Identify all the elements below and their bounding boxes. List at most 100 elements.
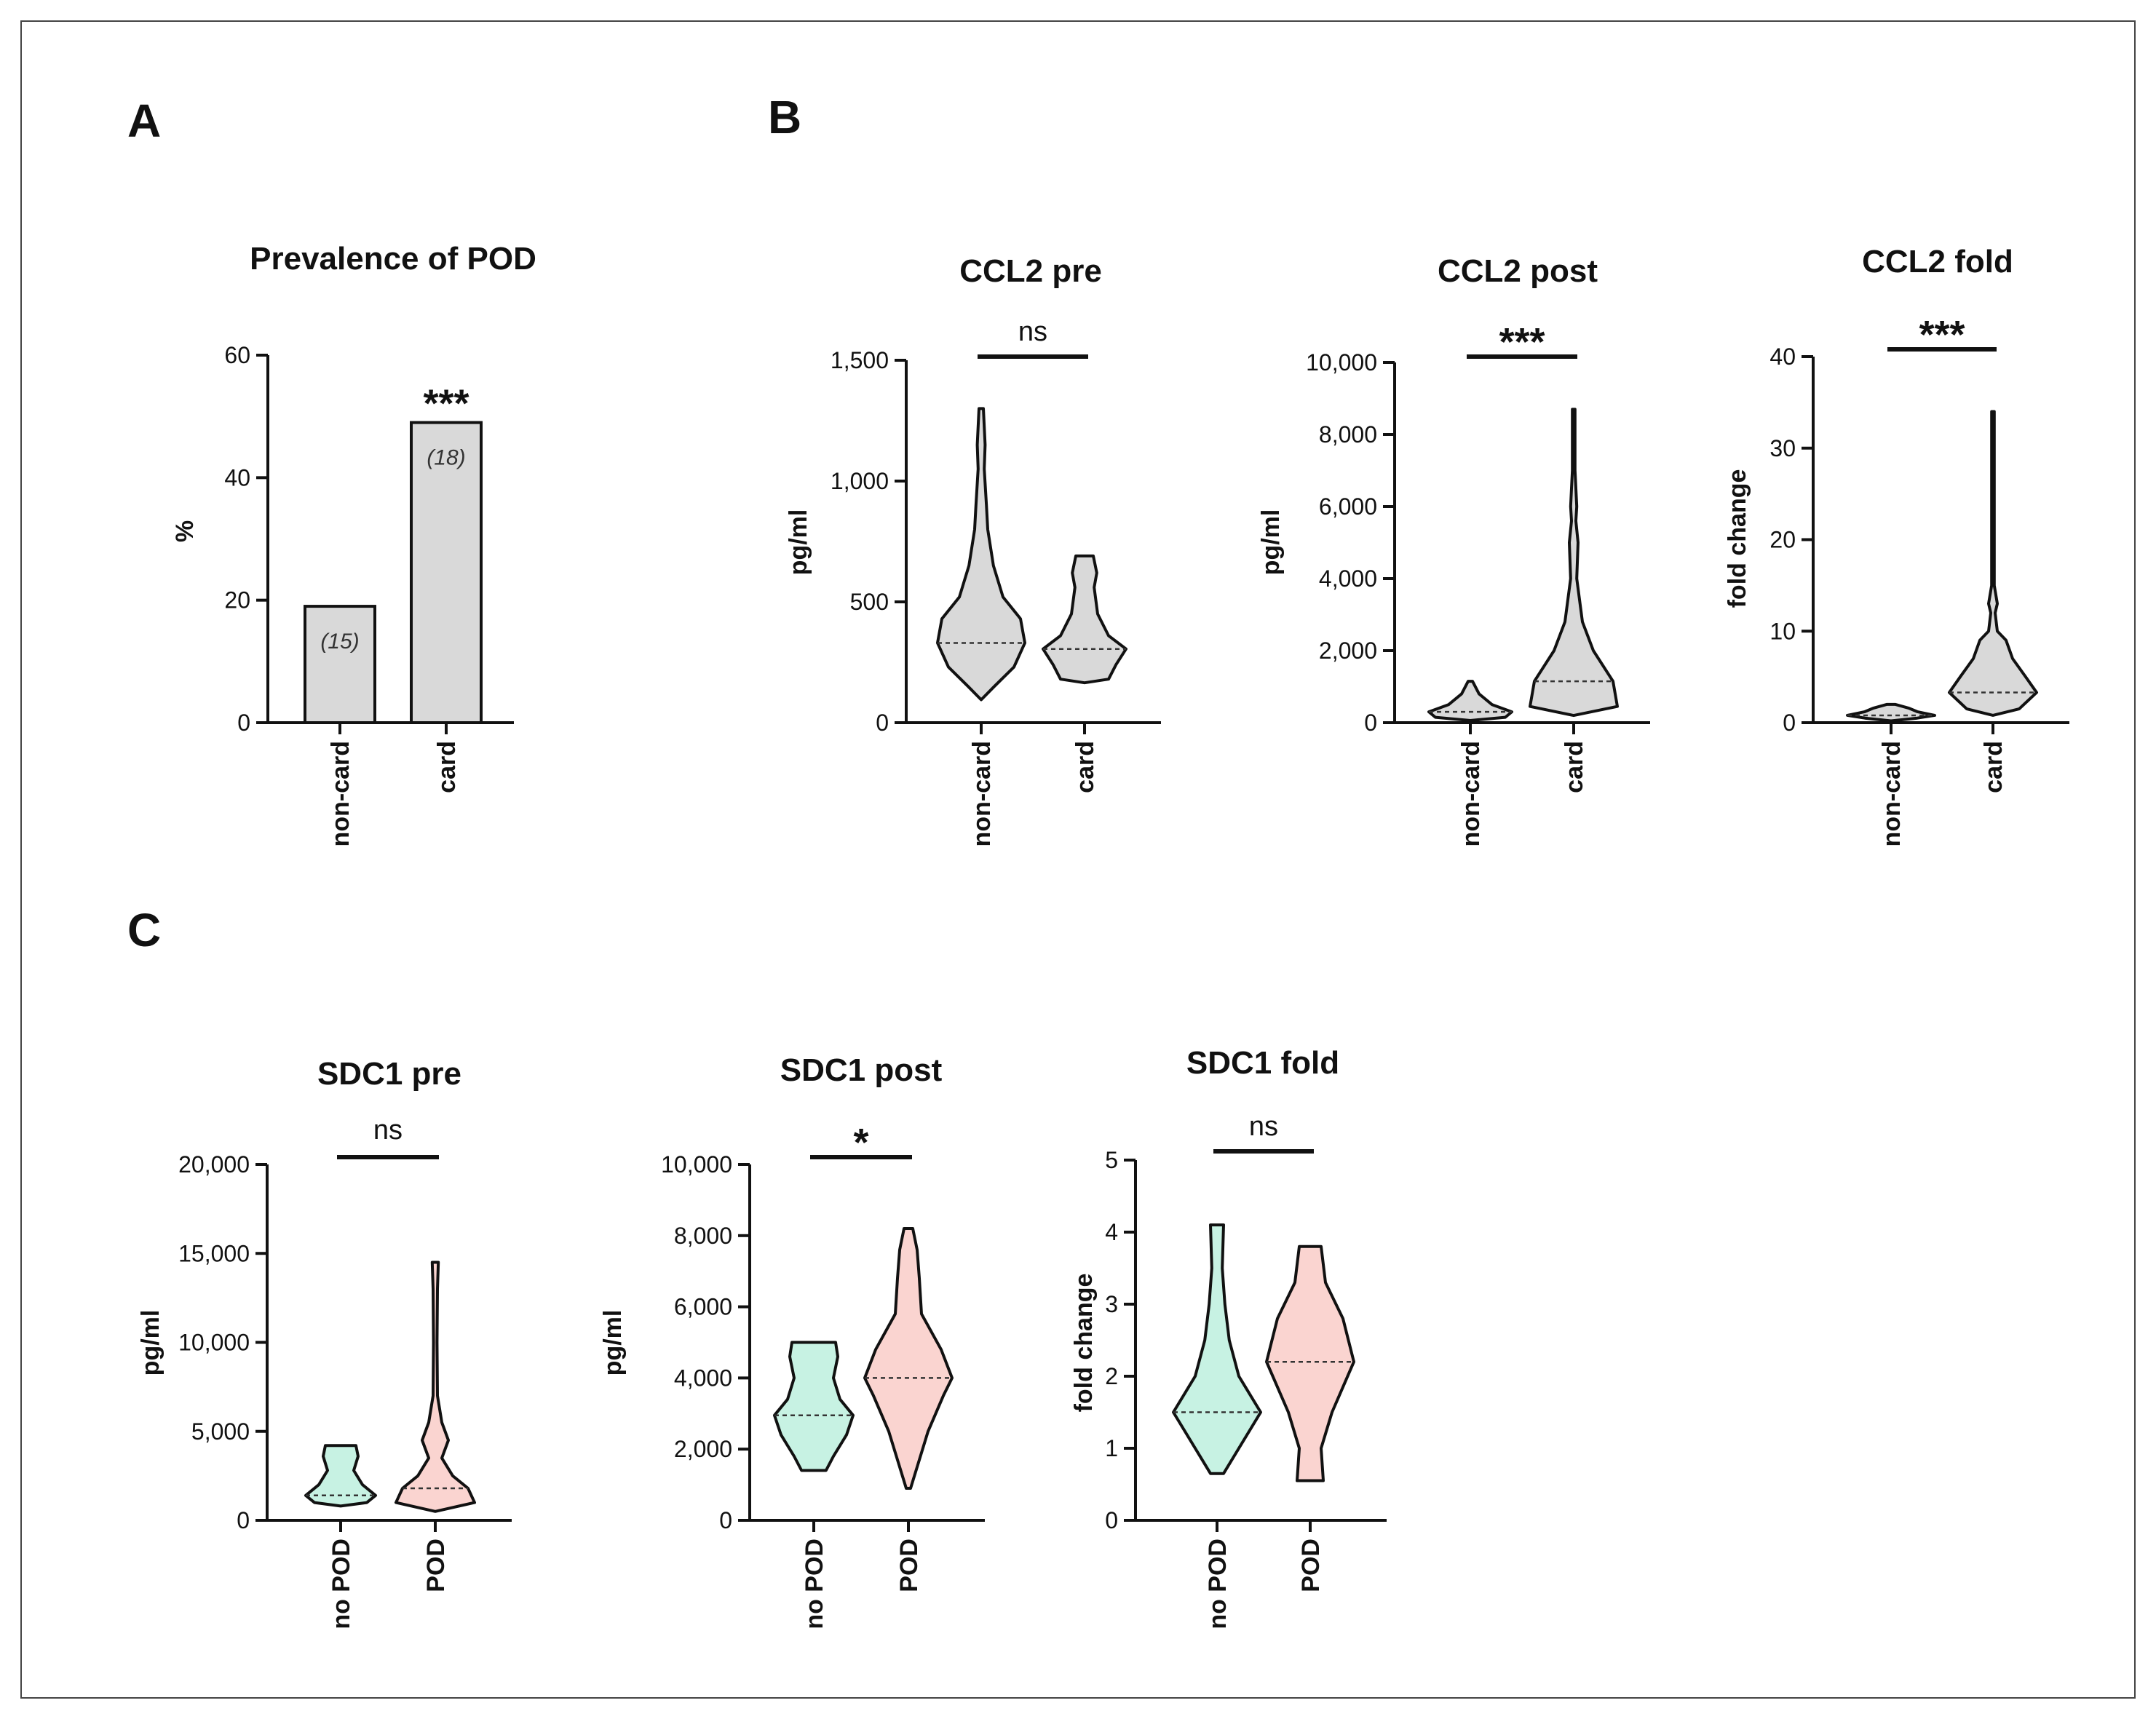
- bar-card: [410, 421, 483, 724]
- category-label: POD: [1297, 1539, 1325, 1592]
- y-axis-title: pg/ml: [599, 1310, 627, 1376]
- y-tick-label: 2,000: [674, 1436, 732, 1462]
- violin-no-pod: [1172, 1223, 1262, 1475]
- y-axis-title: fold change: [1070, 1274, 1098, 1413]
- y-tick-label: 0: [1783, 710, 1796, 736]
- chart-title: SDC1 post: [780, 1052, 943, 1088]
- category-label: no POD: [1204, 1539, 1232, 1629]
- y-tick-label: 30: [1769, 435, 1796, 461]
- chart-title: CCL2 fold: [1862, 244, 2013, 279]
- chart-title: SDC1 pre: [317, 1056, 461, 1092]
- y-tick-label: 6,000: [1319, 493, 1377, 520]
- y-tick-label: 5,000: [191, 1418, 250, 1445]
- y-tick-label: 4,000: [1319, 565, 1377, 592]
- bar-n-label: (15): [320, 630, 359, 654]
- significance-label: *: [853, 1121, 868, 1164]
- y-tick-label: 0: [876, 710, 889, 736]
- y-tick-label: 0: [1364, 710, 1377, 736]
- y-tick-label: 0: [719, 1507, 732, 1533]
- significance-label: ns: [1018, 317, 1047, 347]
- y-tick-label: 10: [1769, 618, 1796, 644]
- y-tick-label: 0: [1105, 1507, 1118, 1533]
- y-tick-label: 4,000: [674, 1365, 732, 1391]
- category-label: card: [1071, 741, 1099, 793]
- y-axis-title: pg/ml: [785, 509, 812, 576]
- y-tick-label: 0: [237, 710, 250, 736]
- panel-letter-b: B: [768, 91, 801, 143]
- panel-letter-c: C: [127, 904, 161, 956]
- chart-sdc1-fold: SDC1 fold 0 1 2 3 4 5 no POD POD fold change ns: [1070, 1045, 1387, 1629]
- chart-sdc1-pre: SDC1 pre 0 5,000 10,000 15,000 20,000 no POD PO…: [137, 1056, 512, 1629]
- category-label: POD: [422, 1539, 450, 1592]
- y-axis-title: %: [171, 520, 199, 542]
- y-tick-label: 20,000: [178, 1151, 250, 1178]
- chart-sdc1-post: SDC1 post 0 2,000 4,000 6,000 8,000 10,000 no P…: [599, 1052, 985, 1629]
- category-label: non-card: [1878, 741, 1906, 846]
- violin-card: [1042, 554, 1127, 685]
- y-tick-label: 4: [1105, 1219, 1118, 1245]
- violin-non-card: [1427, 680, 1513, 722]
- chart-title: CCL2 post: [1438, 253, 1598, 289]
- y-tick-label: 1,000: [831, 468, 889, 494]
- violin-card: [1948, 410, 2038, 717]
- y-tick-label: 6,000: [674, 1294, 732, 1320]
- y-axis-title: fold change: [1724, 469, 1751, 608]
- category-label: non-card: [968, 741, 996, 846]
- y-tick-label: 20: [224, 587, 250, 614]
- y-tick-label: 2: [1105, 1363, 1118, 1389]
- violin-pod: [863, 1227, 954, 1490]
- violin-non-card: [1846, 702, 1936, 723]
- bar-n-label: (18): [427, 446, 465, 470]
- y-tick-label: 40: [224, 464, 250, 491]
- y-tick-label: 10,000: [1306, 349, 1377, 376]
- category-label: non-card: [1457, 741, 1485, 846]
- panel-letter-a: A: [127, 95, 161, 147]
- y-axis-title: pg/ml: [137, 1310, 165, 1376]
- y-axis-title: pg/ml: [1257, 509, 1285, 576]
- violin-non-card: [936, 407, 1026, 702]
- y-tick-label: 10,000: [178, 1330, 250, 1356]
- category-label: non-card: [327, 741, 354, 846]
- y-tick-label: 1: [1105, 1435, 1118, 1461]
- y-tick-label: 60: [224, 342, 250, 368]
- y-tick-label: 3: [1105, 1291, 1118, 1317]
- y-tick-label: 500: [850, 589, 889, 615]
- y-tick-label: 0: [237, 1507, 250, 1533]
- category-label: no POD: [801, 1539, 828, 1629]
- category-label: no POD: [328, 1539, 355, 1629]
- y-tick-label: 15,000: [178, 1240, 250, 1266]
- chart-pod-prevalence: Prevalence of POD 0 20 40 60 non-card card% (15…: [171, 241, 536, 846]
- violin-pod: [395, 1261, 476, 1513]
- chart-ccl2-fold: CCL2 fold 0 10 20 30 40 non-card card fold chang…: [1724, 244, 2069, 846]
- y-tick-label: 1,500: [831, 347, 889, 373]
- y-tick-label: 20: [1769, 527, 1796, 553]
- chart-title: CCL2 pre: [959, 253, 1102, 289]
- y-tick-label: 2,000: [1319, 638, 1377, 664]
- chart-title: SDC1 fold: [1186, 1045, 1339, 1081]
- violin-no-pod: [773, 1341, 855, 1472]
- y-tick-label: 40: [1769, 344, 1796, 370]
- chart-title: Prevalence of POD: [250, 241, 536, 277]
- y-tick-label: 10,000: [661, 1151, 732, 1178]
- category-label: card: [1980, 741, 2008, 793]
- significance-label: ns: [1249, 1111, 1278, 1142]
- y-tick-label: 8,000: [674, 1223, 732, 1249]
- significance-label: ***: [423, 382, 469, 426]
- category-label: POD: [895, 1539, 923, 1592]
- figure-frame: [20, 20, 2136, 1699]
- significance-label: ns: [373, 1115, 403, 1146]
- y-tick-label: 8,000: [1319, 421, 1377, 448]
- category-label: card: [433, 741, 461, 793]
- chart-ccl2-pre: CCL2 pre 0 500 1,000 1,500 non-card card pg/ml n…: [785, 253, 1161, 846]
- category-label: card: [1561, 741, 1588, 793]
- y-tick-label: 5: [1105, 1147, 1118, 1173]
- bar-non-card: [304, 605, 376, 724]
- violin-pod: [1265, 1244, 1355, 1482]
- violin-card: [1529, 408, 1619, 718]
- significance-label: ***: [1499, 320, 1545, 364]
- chart-ccl2-post: CCL2 post 0 2,000 4,000 6,000 8,000 10,000 non-…: [1257, 253, 1650, 846]
- significance-label: ***: [1919, 313, 1965, 357]
- violin-no-pod: [304, 1444, 377, 1508]
